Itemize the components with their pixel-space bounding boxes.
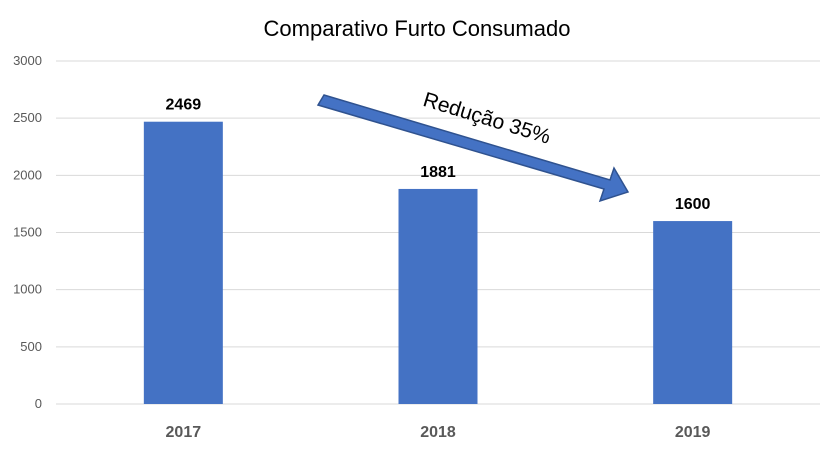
- y-tick-label: 0: [35, 396, 42, 411]
- y-axis-ticks: 0 500 1000 1500 2000 2500 3000: [13, 53, 42, 411]
- data-label-2017: 2469: [166, 97, 202, 114]
- bars: [143, 121, 733, 404]
- y-tick-label: 1500: [13, 225, 42, 240]
- bar-2019: [653, 221, 733, 404]
- chart-title: Comparativo Furto Consumado: [264, 16, 571, 41]
- y-tick-label: 2500: [13, 110, 42, 125]
- data-label-2019: 1600: [675, 196, 711, 213]
- y-tick-label: 3000: [13, 53, 42, 68]
- x-axis-ticks: 2017 2018 2019: [166, 424, 711, 441]
- y-tick-label: 500: [20, 339, 42, 354]
- y-tick-label: 2000: [13, 167, 42, 182]
- trend-arrow-icon: [316, 94, 630, 203]
- bar-2018: [398, 188, 478, 404]
- x-tick-label-2018: 2018: [420, 424, 456, 441]
- bar-2017: [143, 121, 223, 404]
- x-tick-label-2017: 2017: [166, 424, 202, 441]
- y-tick-label: 1000: [13, 282, 42, 297]
- reduction-annotation: Redução 35%: [316, 88, 630, 203]
- x-tick-label-2019: 2019: [675, 424, 711, 441]
- data-labels: 2469 1881 1600: [166, 97, 711, 213]
- data-label-2018: 1881: [420, 164, 456, 181]
